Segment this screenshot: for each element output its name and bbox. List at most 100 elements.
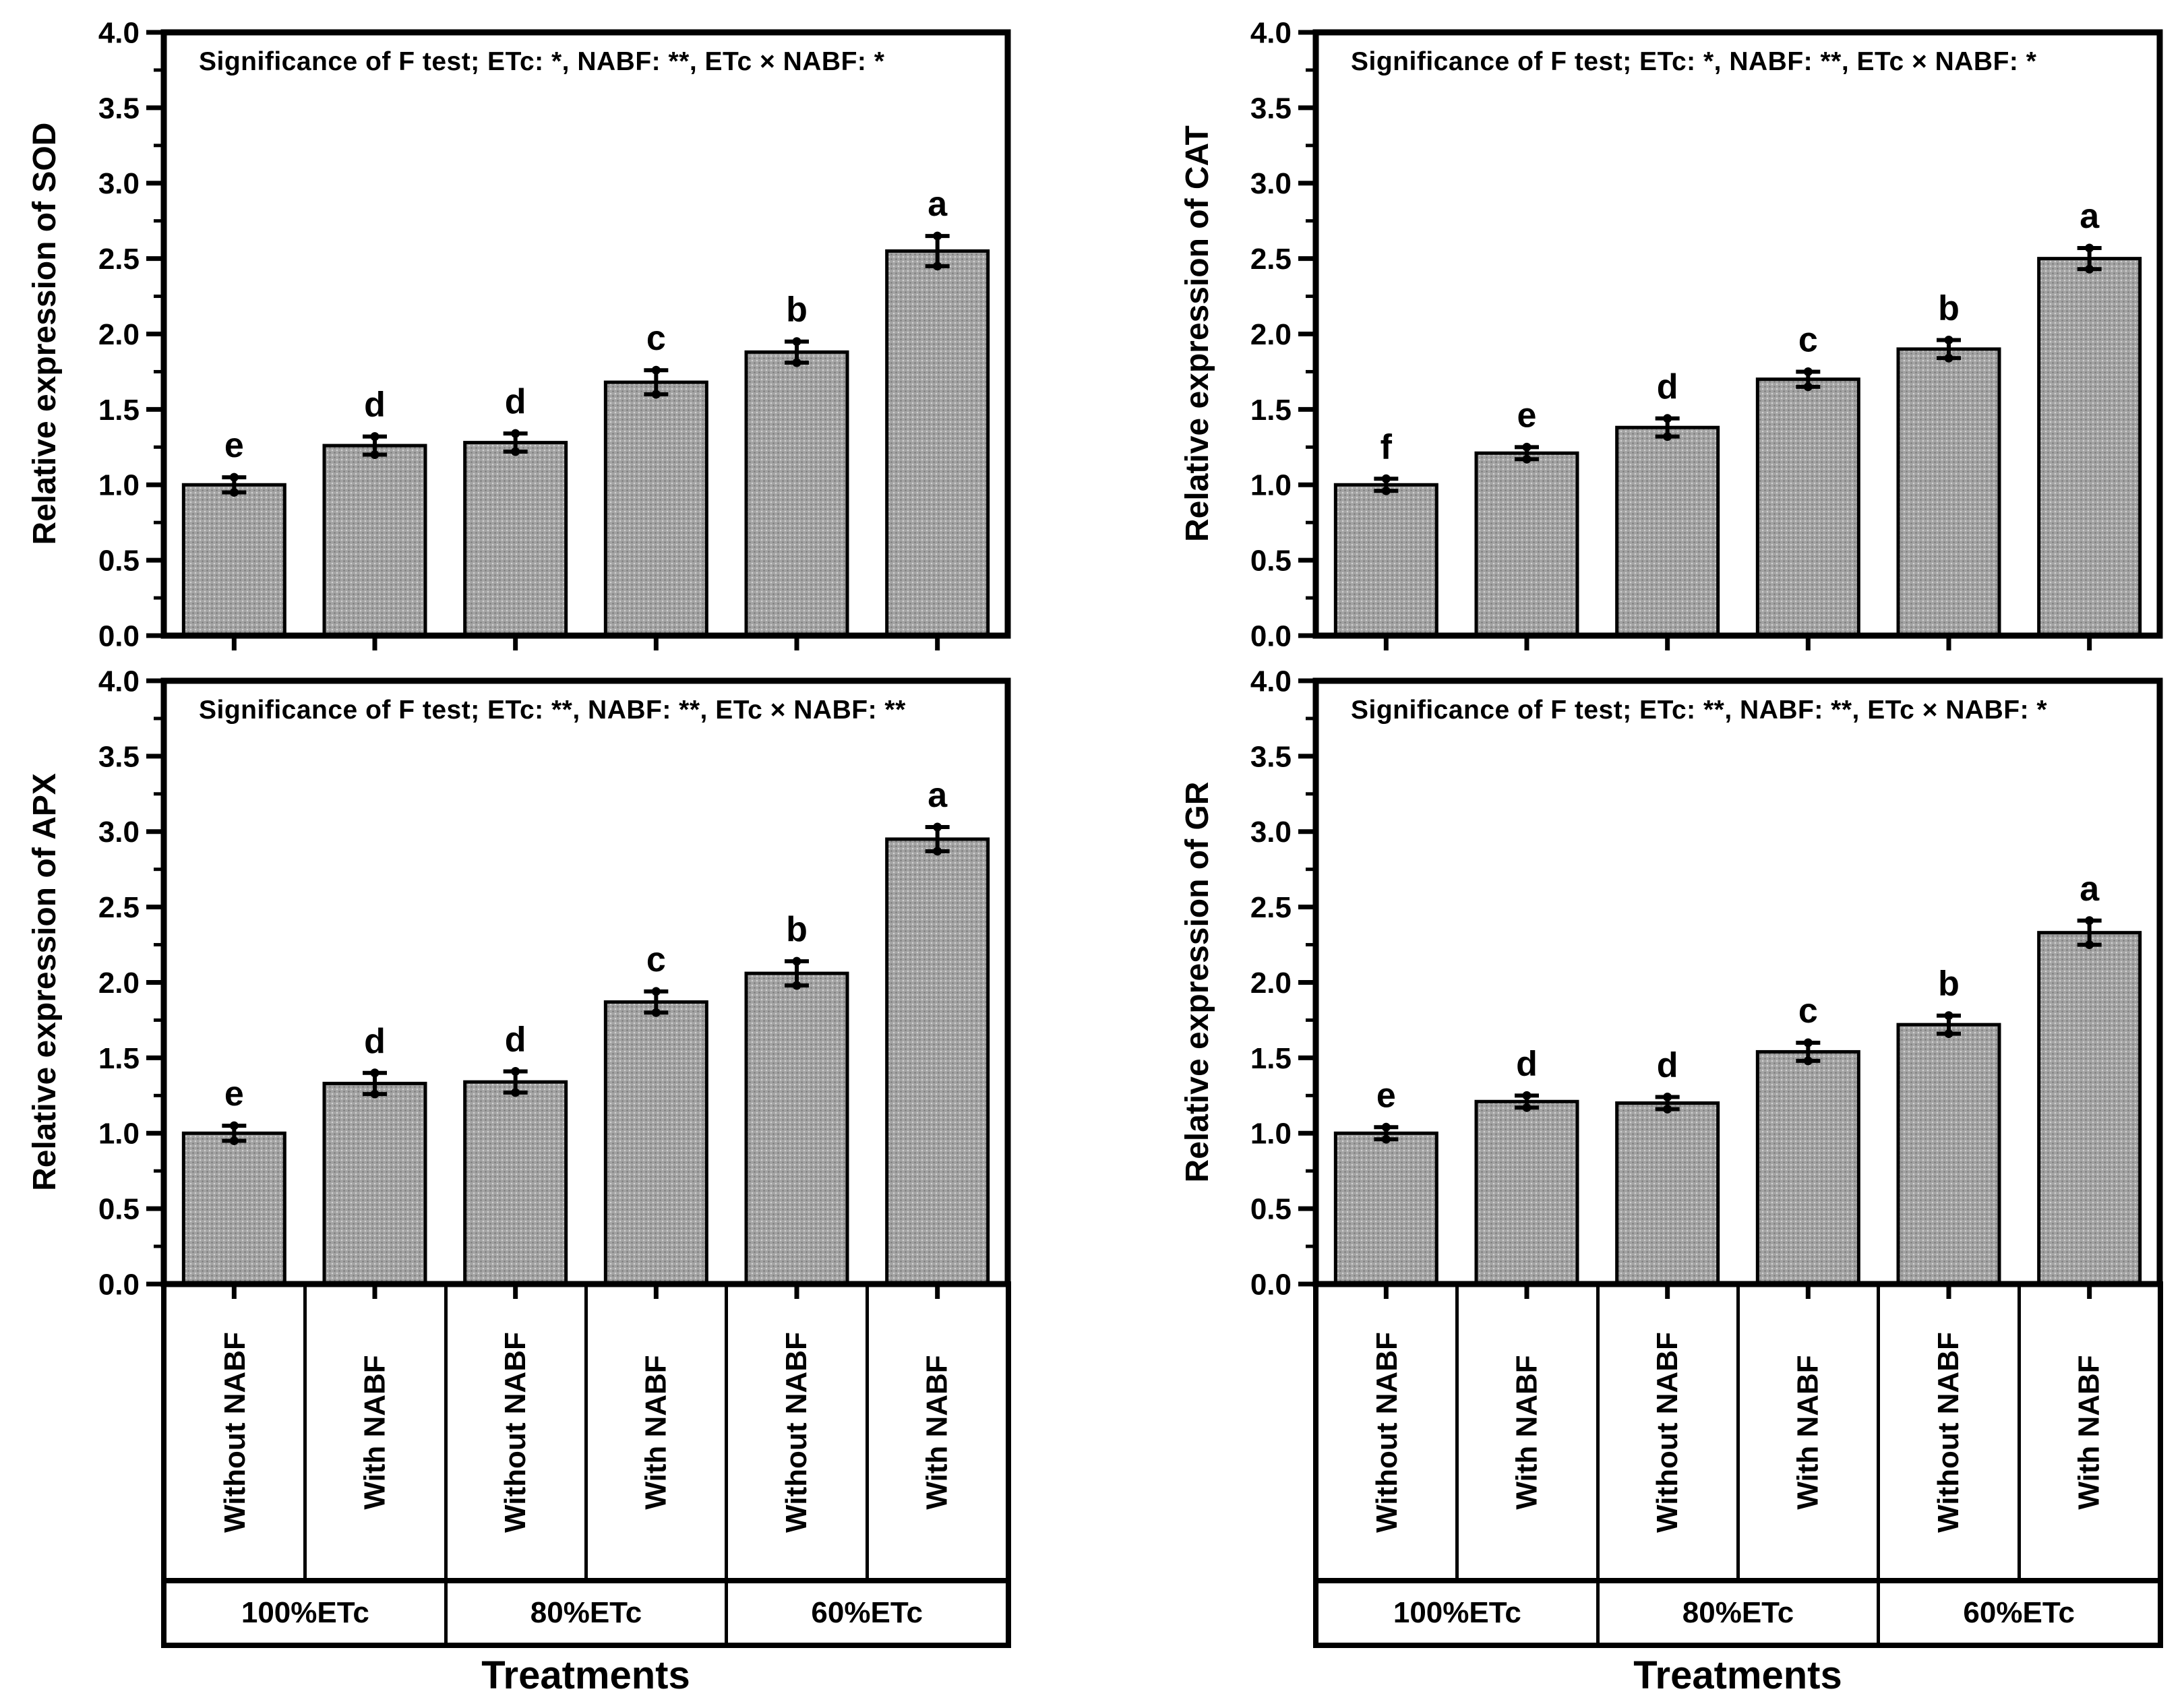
y-tick-label: 1.5 [1250,394,1292,427]
significance-note-gr: Significance of F test; ETc: **, NABF: *… [1351,696,2048,725]
y-tick-label: 4.0 [1250,16,1292,49]
etc-group-label: 100%ETc [1393,1596,1521,1629]
treatment-label: Without NABF [779,1332,813,1533]
y-tick-label: 0.5 [1250,1193,1292,1226]
error-dot-bottom [1944,1029,1953,1039]
etc-group-row: 100%ETc 80%ETc 60%ETc [1318,1583,2158,1643]
y-tick-label: 0.0 [98,619,140,652]
bar-gr-0 [1333,1131,1438,1286]
bar-sod-1 [322,444,427,638]
sig-letter-gr-4: b [1938,965,1960,1004]
bar-apx-3 [603,1000,708,1286]
error-dot-bottom [933,262,942,271]
y-axis-title-apx: Relative expression of APX [26,773,63,1191]
chart-panel-apx: 0.0 0.5 1.0 1.5 2.0 2.5 3.0 3.5 4.0 e d d c b a [98,665,1011,1301]
etc-group-cell: 60%ETc [725,1583,1006,1643]
error-dot-bottom [792,358,801,367]
y-tick-label: 0.0 [1250,1268,1292,1301]
error-dot-top [1944,1011,1953,1020]
y-tick-label: 3.5 [1250,92,1292,125]
x-axis-title-right: Treatments [1633,1653,1842,1697]
etc-group-label: 80%ETc [530,1596,642,1629]
bar-apx-0 [181,1131,286,1286]
error-dot-bottom [1803,1056,1813,1066]
treatment-label: With NABF [1791,1355,1825,1510]
error-dot-top [1803,1038,1813,1047]
error-dot-bottom [2085,264,2094,274]
y-tick-label: 2.5 [1250,891,1292,924]
treatment-label: With NABF [920,1355,954,1510]
etc-group-label: 60%ETc [811,1596,923,1629]
treatment-label: Without NABF [1931,1332,1965,1533]
sig-letter-apx-0: e [224,1074,244,1114]
treatment-label-cell: Without NABF [166,1287,303,1578]
bar-sod-3 [603,380,708,638]
y-tick-label: 3.5 [98,740,140,773]
treatment-label: Without NABF [499,1332,533,1533]
y-tick-label: 1.0 [1250,1118,1292,1151]
sig-letter-apx-4: b [786,910,808,949]
sig-letter-sod-5: a [928,185,948,224]
y-tick-label: 1.5 [1250,1042,1292,1075]
sig-letter-sod-0: e [224,426,244,465]
bar-sod-0 [181,483,286,638]
treatment-label-cell: With NABF [2017,1287,2158,1578]
bar-sod-2 [463,441,568,638]
y-tick-label: 0.5 [1250,545,1292,578]
sig-letter-sod-1: d [364,386,386,425]
treatment-label-cell: Without NABF [1596,1287,1736,1578]
sig-letter-gr-5: a [2080,870,2100,909]
error-dot-top [651,365,661,375]
error-dot-top [229,473,239,482]
bar-gr-2 [1615,1101,1720,1286]
significance-note-sod: Significance of F test; ETc: *, NABF: **… [199,47,885,76]
etc-group-label: 100%ETc [241,1596,369,1629]
error-dot-bottom [1803,382,1813,392]
treatment-label: With NABF [2072,1355,2106,1510]
x-axis-label-table-right: Without NABF With NABF Without NABF With NA… [1313,1281,2163,1648]
etc-group-cell: 60%ETc [1877,1583,2158,1643]
error-dot-top [933,231,942,241]
y-tick-label: 3.0 [1250,167,1292,200]
error-dot-top [792,956,801,966]
treatment-label: With NABF [1510,1355,1544,1510]
y-tick-label: 2.0 [98,967,140,1000]
y-tick-label: 2.5 [1250,243,1292,276]
x-axis-label-table-left: Without NABF With NABF Without NABF With NA… [161,1281,1011,1648]
error-dot-bottom [1522,454,1531,464]
etc-group-row: 100%ETc 80%ETc 60%ETc [166,1583,1006,1643]
y-tick-label: 2.0 [1250,318,1292,351]
bar-cat-2 [1615,425,1720,638]
y-tick-label: 3.0 [98,167,140,200]
treatment-label: With NABF [639,1355,673,1510]
error-dot-top [511,1067,520,1076]
sig-letter-gr-1: d [1516,1044,1538,1083]
bar-sod-4 [744,350,849,638]
sig-letter-cat-1: e [1517,396,1537,435]
etc-group-cell: 80%ETc [1596,1583,1877,1643]
y-tick-label: 2.0 [1250,967,1292,1000]
error-dot-bottom [1944,353,1953,363]
significance-note-cat: Significance of F test; ETc: *, NABF: **… [1351,47,2037,76]
bar-apx-5 [885,837,990,1286]
plot-box-cat [1312,29,2163,639]
plot-box-gr [1312,677,2163,1287]
error-dot-top [2085,916,2094,925]
treatment-label-row: Without NABF With NABF Without NABF With NA… [166,1287,1006,1583]
sig-letter-sod-3: c [646,319,666,358]
error-dot-bottom [651,1008,661,1017]
bar-cat-0 [1333,483,1438,638]
y-tick-label: 2.5 [98,891,140,924]
sig-letter-cat-3: c [1798,320,1818,359]
y-tick-label: 4.0 [1250,665,1292,698]
error-dot-top [1381,474,1391,483]
plot-box-apx [160,677,1011,1287]
error-dot-bottom [1663,1104,1672,1114]
sig-letter-cat-4: b [1938,288,1960,328]
y-tick-label: 3.5 [1250,740,1292,773]
treatment-label: Without NABF [218,1332,251,1533]
error-dot-top [933,822,942,832]
error-dot-top [651,987,661,996]
y-tick-label: 3.0 [98,816,140,849]
